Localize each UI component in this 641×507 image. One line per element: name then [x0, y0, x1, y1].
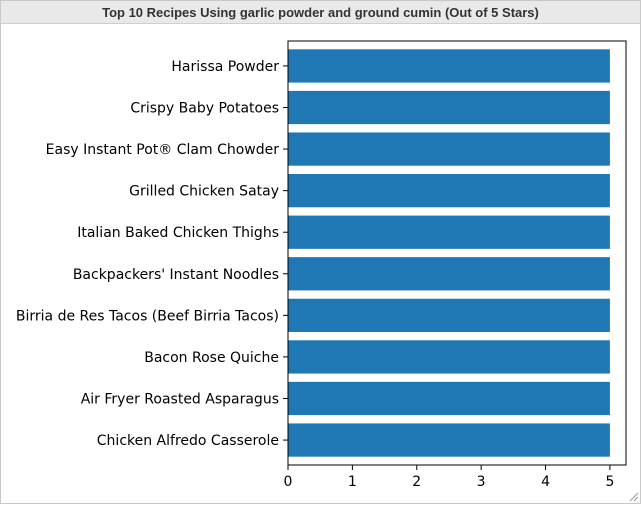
x-tick-label-5: 5	[605, 474, 614, 490]
plot-frame	[287, 40, 627, 466]
window-title: Top 10 Recipes Using garlic powder and g…	[102, 4, 539, 20]
chart-area: Harissa Powder Crispy Baby Potatoes Easy I…	[1, 24, 640, 503]
bar-3	[288, 174, 610, 208]
bar-6	[288, 298, 610, 332]
y-tick-label-2: Easy Instant Pot® Clam Chowder	[46, 142, 280, 158]
bar-2	[288, 132, 610, 166]
bar-5	[288, 257, 610, 291]
y-tick-label-8: Air Fryer Roasted Asparagus	[81, 391, 279, 407]
bar-8	[288, 381, 610, 416]
bar-7	[288, 340, 610, 374]
y-tick-label-9: Chicken Alfredo Casserole	[97, 433, 279, 449]
bar-1	[288, 90, 610, 125]
horizontal-bar-chart: Harissa Powder Crispy Baby Potatoes Easy I…	[16, 40, 627, 490]
resize-grip-icon[interactable]	[627, 490, 639, 502]
y-tick-label-5: Backpackers' Instant Noodles	[73, 267, 279, 283]
bar-9	[288, 423, 610, 457]
title-bar: Top 10 Recipes Using garlic powder and g…	[1, 1, 640, 24]
bar-4	[288, 215, 610, 249]
bar-0	[288, 49, 610, 83]
x-tick-label-3: 3	[477, 474, 486, 490]
y-tick-label-4: Italian Baked Chicken Thighs	[77, 225, 279, 241]
x-tick-label-2: 2	[412, 474, 421, 490]
y-tick-label-0: Harissa Powder	[171, 59, 279, 75]
y-tick-label-1: Crispy Baby Potatoes	[130, 101, 279, 117]
x-tick-label-1: 1	[348, 474, 357, 490]
y-tick-label-6: Birria de Res Tacos (Beef Birria Tacos)	[16, 308, 279, 324]
x-tick-label-0: 0	[284, 474, 293, 490]
y-tick-label-7: Bacon Rose Quiche	[144, 350, 279, 366]
y-tick-label-3: Grilled Chicken Satay	[129, 184, 279, 200]
x-tick-label-4: 4	[541, 474, 550, 490]
